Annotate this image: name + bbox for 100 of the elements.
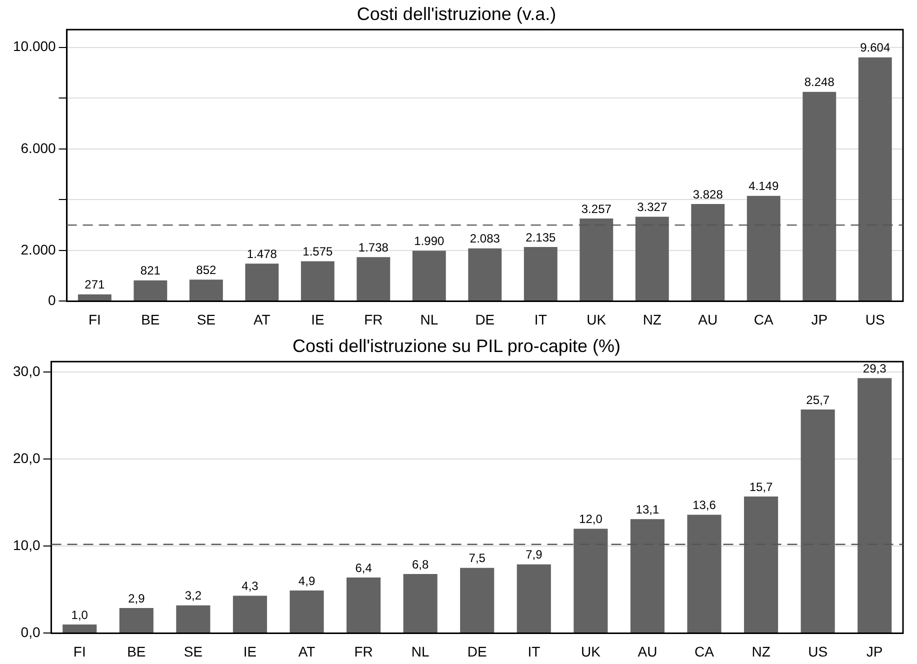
bar	[635, 216, 669, 301]
x-tick-label: NZ	[642, 311, 662, 328]
bar	[403, 574, 438, 633]
data-label: 1.990	[414, 234, 445, 248]
bar	[412, 250, 446, 301]
chart-title: Costi dell'istruzione su PIL pro-capite (%)	[292, 336, 620, 356]
data-label: 9.604	[860, 40, 890, 55]
y-tick-label: 30,0	[13, 362, 40, 379]
y-tick-label: 0	[48, 292, 56, 308]
x-tick-label: AT	[298, 643, 316, 660]
x-tick-label: CA	[694, 643, 715, 660]
x-tick-label: NL	[411, 643, 430, 660]
bar	[802, 92, 836, 301]
data-label: 15,7	[749, 480, 774, 494]
bar	[800, 409, 835, 633]
data-label: 6,4	[355, 560, 372, 575]
data-label: 852	[196, 262, 217, 277]
bar	[119, 608, 154, 633]
x-tick-label: DE	[475, 311, 495, 328]
bar	[687, 514, 722, 633]
x-tick-label: IT	[528, 643, 541, 660]
data-label: 3.828	[692, 187, 724, 202]
y-tick-label: 10.000	[12, 38, 56, 54]
bar	[468, 248, 502, 301]
data-label: 2.135	[526, 230, 556, 244]
x-tick-label: CA	[754, 311, 774, 328]
bar	[356, 257, 390, 301]
x-tick-label: FR	[364, 311, 383, 328]
data-label: 4.149	[748, 179, 779, 194]
bar	[858, 378, 892, 633]
data-label: 29,3	[862, 361, 887, 376]
data-label: 821	[140, 264, 161, 278]
x-tick-label: NL	[420, 311, 438, 328]
x-tick-label: JP	[866, 643, 883, 660]
bar	[78, 294, 112, 301]
data-label: 1.575	[302, 244, 334, 259]
x-tick-label: BE	[141, 311, 160, 328]
data-label: 1.738	[358, 240, 389, 254]
x-tick-label: US	[808, 643, 828, 660]
bar	[516, 564, 551, 633]
bar	[858, 57, 892, 301]
x-tick-label: NZ	[752, 643, 771, 660]
x-tick-label: FI	[73, 643, 86, 660]
y-tick-label: 6.000	[20, 140, 56, 156]
bar	[245, 264, 279, 301]
x-tick-label: IE	[243, 643, 257, 660]
x-tick-label: DE	[467, 643, 487, 660]
bar	[524, 247, 558, 301]
x-tick-label: FI	[88, 311, 101, 328]
data-label: 2,9	[128, 591, 146, 606]
data-label: 4,3	[242, 579, 259, 594]
data-label: 1,0	[71, 608, 88, 622]
bar	[62, 624, 97, 633]
data-label: 7,5	[468, 551, 486, 566]
bar	[290, 590, 324, 633]
data-label: 6,8	[412, 557, 430, 572]
data-label: 3,2	[184, 588, 202, 603]
data-label: 4,9	[298, 574, 316, 588]
bar	[580, 218, 614, 301]
x-tick-label: BE	[127, 643, 146, 660]
bar	[189, 280, 223, 301]
data-label: 7,9	[526, 548, 543, 562]
bar	[134, 280, 168, 301]
data-label: 25,7	[806, 392, 830, 407]
data-label: 3.257	[581, 202, 612, 216]
x-tick-label: IE	[311, 311, 324, 328]
bar	[460, 568, 494, 633]
y-tick-label: 10,0	[13, 537, 40, 554]
bar	[346, 577, 381, 633]
bar	[630, 519, 665, 633]
bar	[176, 605, 210, 633]
x-tick-label: AU	[698, 311, 718, 328]
y-tick-label: 2.000	[20, 241, 56, 258]
bar	[691, 204, 725, 301]
chart-title: Costi dell'istruzione (v.a.)	[356, 4, 556, 24]
x-tick-label: US	[865, 311, 885, 328]
x-tick-label: AT	[254, 311, 271, 328]
bar	[574, 528, 608, 633]
data-label: 13,1	[636, 502, 660, 516]
x-tick-label: UK	[580, 643, 602, 660]
x-tick-label: SE	[184, 643, 203, 660]
x-tick-label: JP	[811, 311, 828, 328]
data-label: 12,0	[579, 512, 603, 526]
bar	[232, 596, 268, 633]
x-tick-label: FR	[354, 643, 373, 660]
data-label: 13,6	[692, 498, 716, 512]
x-tick-label: IT	[534, 311, 548, 328]
bar	[744, 496, 778, 633]
data-label: 3.327	[637, 200, 668, 214]
y-tick-label: 0,0	[20, 624, 40, 640]
data-label: 2.083	[470, 232, 500, 246]
data-label: 271	[84, 278, 106, 292]
data-label: 1.478	[246, 246, 278, 261]
y-tick-label: 20,0	[13, 450, 40, 466]
x-tick-label: UK	[586, 311, 607, 328]
data-label: 8.248	[804, 75, 835, 90]
bar	[300, 261, 334, 301]
x-tick-label: AU	[638, 643, 658, 660]
bar	[746, 196, 780, 301]
x-tick-label: SE	[196, 311, 216, 328]
